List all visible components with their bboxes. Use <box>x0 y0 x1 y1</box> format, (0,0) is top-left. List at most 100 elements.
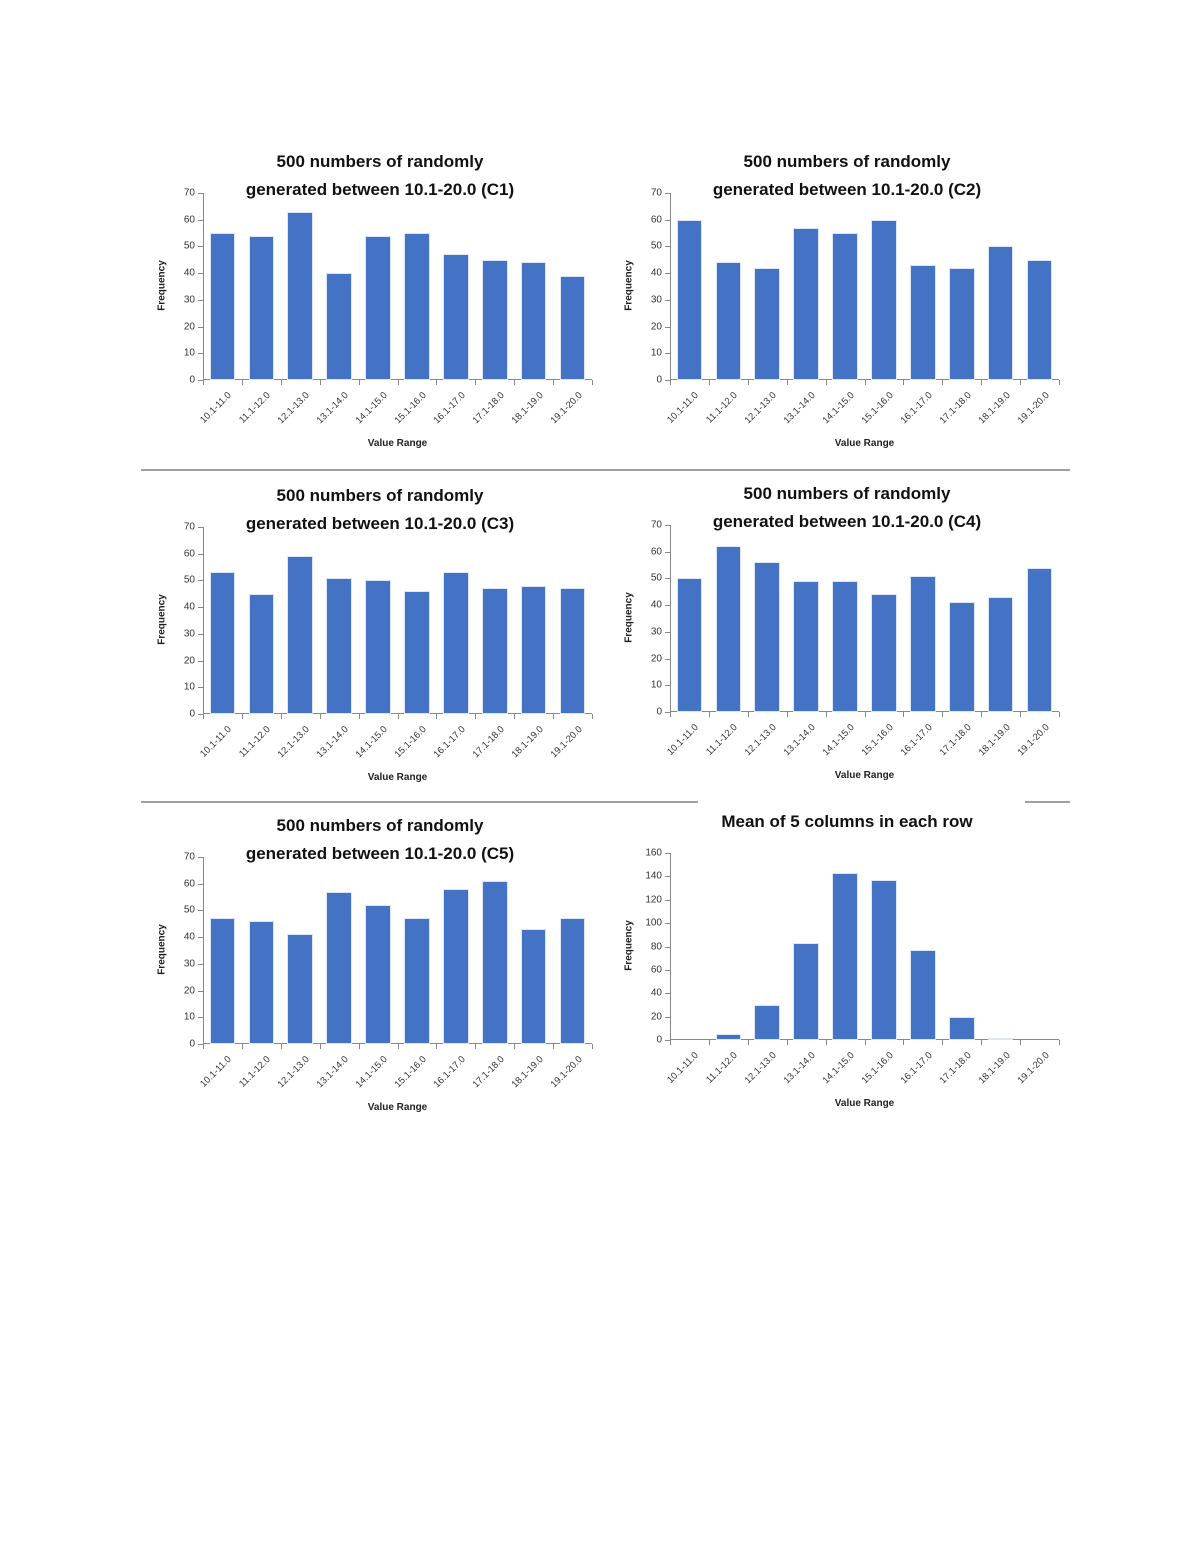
y-tick <box>665 1040 670 1041</box>
x-tick <box>670 1040 671 1045</box>
bar <box>715 262 742 380</box>
x-tick <box>280 1044 282 1049</box>
y-tick <box>665 899 670 901</box>
x-tick-label: 19.1-20.0 <box>548 1054 585 1091</box>
y-tick-label: 0 <box>189 1038 195 1050</box>
x-tick <box>942 1040 944 1045</box>
x-tick <box>514 1044 516 1049</box>
x-tick-label: 11.1-12.0 <box>704 390 741 426</box>
x-tick-label: 12.1-13.0 <box>742 722 780 759</box>
y-tick <box>198 527 203 528</box>
x-tick-label: 14.1-15.0 <box>820 722 857 759</box>
x-tick <box>436 1044 438 1049</box>
y-tick <box>665 326 670 328</box>
x-tick <box>1020 380 1022 385</box>
y-tick-label: 50 <box>183 904 195 916</box>
y-tick-label: 10 <box>650 679 662 691</box>
x-axis <box>670 1039 1059 1040</box>
y-tick <box>665 551 670 553</box>
x-tick-label: 10.1-11.0 <box>665 390 702 426</box>
y-tick <box>665 353 670 355</box>
bar <box>676 578 703 712</box>
plot-area: 0 10 20 30 40 50 60 70 10.1-11.0 11.1-12.0 12.1-13… <box>184 522 593 760</box>
x-tick <box>1020 712 1022 717</box>
bar <box>793 581 819 712</box>
bar <box>248 921 275 1044</box>
chart-title: 500 numbers of randomly <box>276 816 484 835</box>
y-tick <box>665 219 670 221</box>
y-tick <box>665 380 670 381</box>
bar <box>365 580 391 714</box>
y-tick <box>198 246 203 248</box>
y-tick-label: 70 <box>650 187 662 199</box>
bar <box>754 562 781 712</box>
y-tick <box>198 1017 203 1019</box>
x-tick-label: 13.1-14.0 <box>781 1050 818 1087</box>
x-tick <box>786 712 788 717</box>
x-tick <box>358 714 360 719</box>
plot-area: 0 20 40 60 80 100 120 140 160 10.1-11.0 11.1-12.0 1… <box>645 848 1060 1086</box>
y-axis <box>670 525 671 712</box>
y-axis-title: Frequency <box>156 259 168 311</box>
y-axis <box>203 857 204 1044</box>
y-tick <box>665 193 670 194</box>
x-axis-title: Value Range <box>367 438 428 449</box>
x-tick <box>280 380 282 385</box>
x-tick <box>241 1044 243 1049</box>
y-tick-label: 60 <box>650 964 662 976</box>
x-tick <box>397 1044 399 1049</box>
x-tick <box>1059 712 1060 717</box>
x-tick-label: 10.1-11.0 <box>665 722 702 758</box>
y-tick <box>665 969 670 971</box>
bar <box>248 593 275 714</box>
y-tick-label: 40 <box>183 267 195 279</box>
x-tick-label: 14.1-15.0 <box>820 390 857 427</box>
bar <box>404 918 430 1044</box>
x-tick <box>436 714 438 719</box>
bar <box>443 572 469 714</box>
y-tick <box>665 876 670 878</box>
y-tick <box>198 553 203 555</box>
bar <box>793 943 819 1040</box>
x-tick-label: 12.1-13.0 <box>742 1050 780 1087</box>
y-tick <box>198 990 203 992</box>
bar <box>209 918 236 1044</box>
plot-area: 0 10 20 30 40 50 60 70 10.1-11.0 11.1-12.0 12.1-13… <box>184 188 593 426</box>
y-axis <box>203 193 204 380</box>
y-tick <box>665 712 670 713</box>
y-axis <box>203 527 204 714</box>
y-tick <box>198 1044 203 1045</box>
x-tick-label: 17.1-18.0 <box>470 724 507 761</box>
y-tick-label: 40 <box>183 601 195 613</box>
x-tick-label: 19.1-20.0 <box>1015 1050 1052 1087</box>
x-tick-label: 11.1-12.0 <box>237 724 274 760</box>
bar <box>1026 567 1053 712</box>
chart-c2: 500 numbers of randomly generated between… <box>617 148 1077 468</box>
x-tick-label: 18.1-19.0 <box>976 1050 1013 1087</box>
y-tick-label: 100 <box>645 917 662 929</box>
y-tick-label: 10 <box>183 681 195 693</box>
y-tick-label: 0 <box>656 706 662 718</box>
plot-area: 0 10 20 30 40 50 60 70 10.1-11.0 11.1-12.0 12.1-13… <box>184 852 593 1090</box>
y-tick <box>198 580 203 582</box>
chart-title: 500 numbers of randomly <box>276 152 484 171</box>
y-tick-label: 60 <box>650 214 662 226</box>
x-tick-label: 11.1-12.0 <box>237 1054 274 1090</box>
x-tick <box>1059 380 1060 385</box>
x-tick-label: 10.1-11.0 <box>198 390 235 426</box>
x-tick <box>319 1044 321 1049</box>
x-tick-label: 18.1-19.0 <box>509 1054 546 1091</box>
bar <box>910 265 936 380</box>
x-tick <box>514 714 516 719</box>
x-tick-label: 14.1-15.0 <box>353 390 390 427</box>
chart-title: Mean of 5 columns in each row <box>721 812 973 831</box>
x-tick-label: 16.1-17.0 <box>898 1050 935 1087</box>
x-tick-label: 18.1-19.0 <box>509 390 546 427</box>
x-tick <box>475 714 477 719</box>
x-axis <box>203 379 592 380</box>
bar <box>948 267 975 380</box>
x-tick <box>203 380 204 385</box>
bar <box>326 577 352 714</box>
y-tick <box>665 299 670 301</box>
plot-area: 0 10 20 30 40 50 60 70 10.1-11.0 11.1-12.0 12.1-13… <box>651 188 1060 426</box>
